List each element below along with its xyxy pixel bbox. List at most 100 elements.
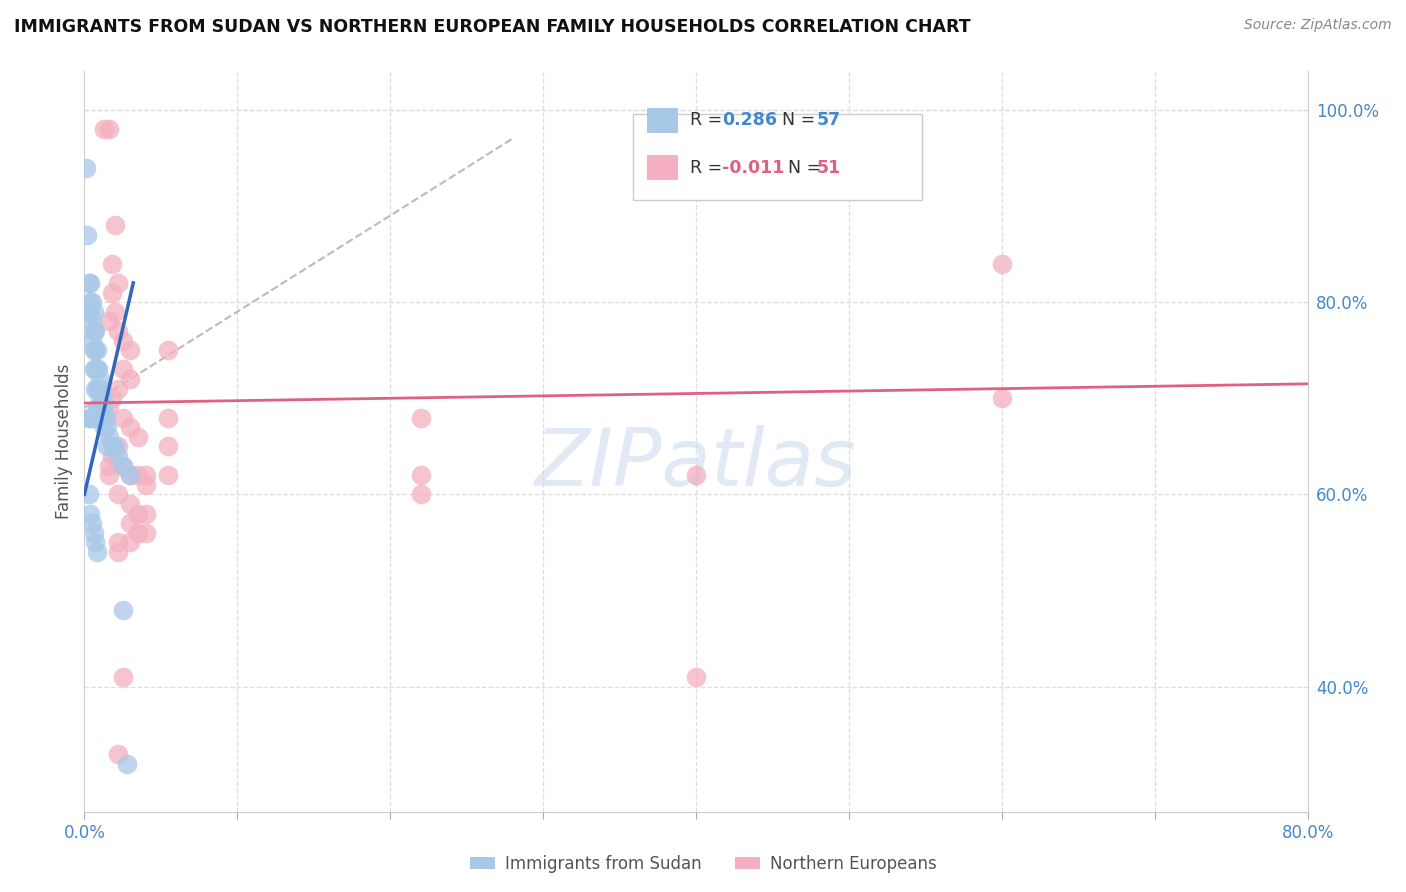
Point [87, 382, 110, 396]
Text: R =: R = [690, 112, 727, 129]
Point [101, 439, 124, 453]
Point [91, 391, 114, 405]
Point [87, 401, 110, 415]
Point [107, 382, 129, 396]
Legend: Immigrants from Sudan, Northern Europeans: Immigrants from Sudan, Northern European… [463, 848, 943, 880]
Point [79, 410, 101, 425]
Text: 57: 57 [815, 112, 841, 129]
Point [89, 391, 111, 405]
Point [101, 285, 124, 300]
Point [127, 430, 149, 444]
Point [86, 382, 108, 396]
Point [107, 449, 129, 463]
Point [120, 497, 142, 511]
Point [86, 362, 108, 376]
Point [101, 257, 124, 271]
Text: Source: ZipAtlas.com: Source: ZipAtlas.com [1244, 18, 1392, 32]
Point [104, 439, 127, 453]
Point [135, 478, 157, 492]
Point [83, 343, 105, 358]
Point [409, 468, 432, 483]
Point [77, 276, 100, 290]
Point [86, 343, 108, 358]
Point [77, 304, 100, 318]
Text: N =: N = [787, 159, 827, 177]
Point [97, 458, 120, 473]
Point [991, 257, 1014, 271]
Point [80, 410, 103, 425]
Point [77, 487, 100, 501]
Point [97, 430, 120, 444]
Point [120, 420, 142, 434]
Point [101, 391, 124, 405]
Text: -0.011: -0.011 [723, 159, 785, 177]
Point [685, 468, 707, 483]
Point [84, 362, 107, 376]
Point [101, 449, 124, 463]
Point [84, 535, 107, 549]
Point [79, 276, 101, 290]
Point [104, 304, 127, 318]
Point [93, 420, 115, 434]
Point [120, 516, 142, 531]
Text: R =: R = [690, 159, 727, 177]
Point [84, 382, 107, 396]
Point [111, 458, 134, 473]
Point [80, 295, 103, 310]
Point [94, 410, 117, 425]
Point [79, 295, 101, 310]
Point [97, 122, 120, 136]
Point [107, 276, 129, 290]
Point [111, 458, 134, 473]
Point [86, 545, 108, 559]
Point [120, 372, 142, 386]
Point [111, 603, 134, 617]
Point [93, 122, 115, 136]
Point [111, 670, 134, 684]
Point [111, 410, 134, 425]
Point [107, 545, 129, 559]
Point [157, 439, 180, 453]
Point [89, 372, 111, 386]
Point [97, 401, 120, 415]
Point [90, 382, 112, 396]
Point [120, 535, 142, 549]
Point [107, 487, 129, 501]
Point [120, 468, 142, 483]
Point [87, 410, 110, 425]
Text: IMMIGRANTS FROM SUDAN VS NORTHERN EUROPEAN FAMILY HOUSEHOLDS CORRELATION CHART: IMMIGRANTS FROM SUDAN VS NORTHERN EUROPE… [14, 18, 970, 36]
Point [76, 227, 98, 242]
Point [97, 468, 120, 483]
Point [157, 410, 180, 425]
Point [79, 507, 101, 521]
Point [409, 410, 432, 425]
Point [135, 525, 157, 540]
Point [97, 314, 120, 328]
Point [104, 218, 127, 232]
Point [127, 468, 149, 483]
Point [80, 334, 103, 348]
Point [84, 324, 107, 338]
Point [107, 324, 129, 338]
Text: 0.286: 0.286 [723, 112, 778, 129]
Point [107, 747, 129, 761]
Point [86, 401, 108, 415]
Point [80, 516, 103, 531]
Point [84, 343, 107, 358]
Point [83, 304, 105, 318]
Point [91, 410, 114, 425]
Point [80, 314, 103, 328]
Point [77, 410, 100, 425]
Point [75, 161, 97, 175]
Point [79, 304, 101, 318]
Point [89, 410, 111, 425]
Point [83, 362, 105, 376]
Point [135, 507, 157, 521]
Point [107, 439, 129, 453]
Point [409, 487, 432, 501]
Point [685, 670, 707, 684]
Point [115, 756, 138, 771]
Point [127, 525, 149, 540]
Point [157, 468, 180, 483]
Point [107, 535, 129, 549]
